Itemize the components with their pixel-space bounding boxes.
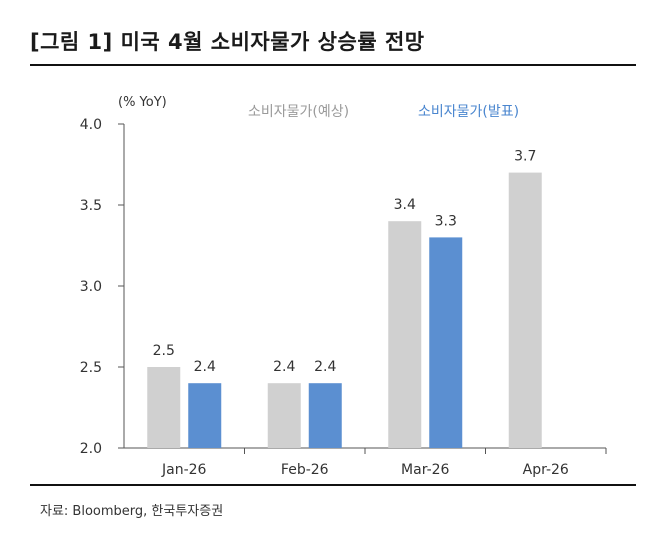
bar-forecast [508, 172, 542, 448]
chart-title: [그림 1] 미국 4월 소비자물가 상승률 전망 [30, 30, 425, 54]
y-axis-label: (% YoY) [118, 95, 167, 110]
legend-actual: 소비자물가(발표) [418, 104, 519, 120]
y-tick-label: 2.5 [80, 360, 102, 376]
bar-actual [188, 383, 222, 448]
data-label-forecast: 2.5 [153, 343, 175, 359]
data-label-actual: 2.4 [314, 359, 336, 375]
x-tick-label: Jan-26 [161, 462, 207, 478]
data-label-forecast: 3.4 [394, 197, 416, 213]
data-label-forecast: 2.4 [273, 359, 295, 375]
y-tick-label: 3.5 [80, 198, 102, 214]
bar-forecast [388, 221, 422, 448]
x-tick-label: Feb-26 [281, 462, 329, 478]
y-tick-label: 3.0 [80, 279, 102, 295]
source-note: 자료: Bloomberg, 한국투자증권 [40, 504, 224, 519]
y-tick-label: 2.0 [80, 441, 102, 457]
y-tick-label: 4.0 [80, 117, 102, 133]
bar-forecast [147, 367, 181, 448]
x-tick-label: Mar-26 [401, 462, 449, 478]
x-tick-label: Apr-26 [523, 462, 569, 478]
title-divider [30, 64, 636, 66]
footer-divider [30, 484, 636, 486]
data-label-forecast: 3.7 [514, 149, 536, 165]
bar-forecast [267, 383, 301, 448]
legend-forecast: 소비자물가(예상) [248, 104, 349, 120]
bar-actual [308, 383, 342, 448]
data-label-actual: 3.3 [435, 213, 457, 229]
data-label-actual: 2.4 [194, 359, 216, 375]
bar-actual [429, 237, 463, 448]
